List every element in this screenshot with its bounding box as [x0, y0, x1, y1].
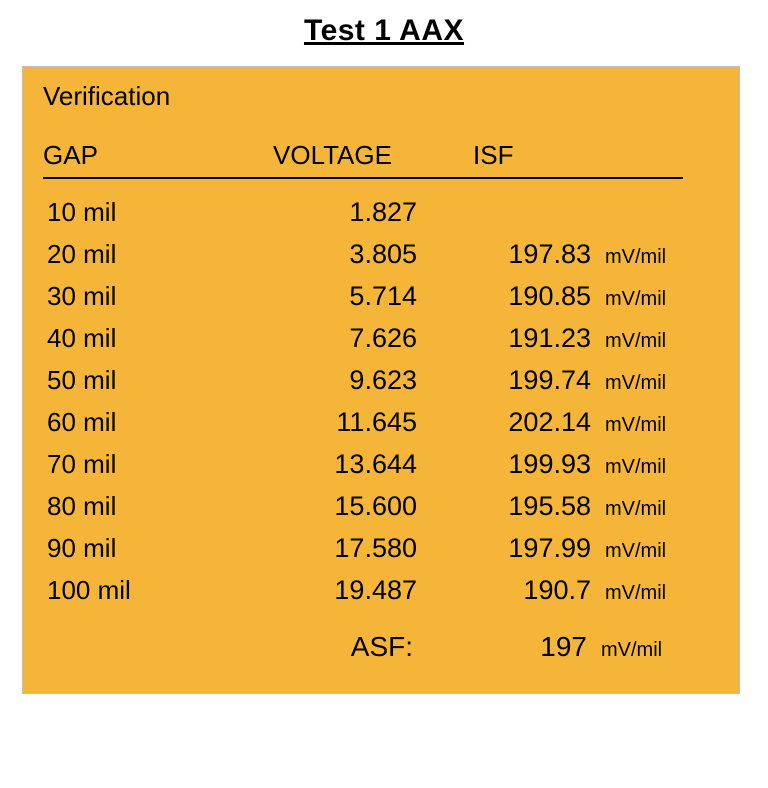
cell-gap: 30 mil — [43, 281, 247, 312]
cell-unit: mV/mil — [591, 498, 715, 521]
table-row: 20 mil3.805197.83mV/mil — [43, 239, 719, 275]
table-row: 70 mil13.644199.93mV/mil — [43, 449, 719, 485]
cell-unit: mV/mil — [591, 456, 715, 479]
cell-unit: mV/mil — [591, 246, 715, 269]
cell-voltage: 1.827 — [247, 197, 441, 228]
cell-gap: 100 mil — [43, 575, 247, 606]
page: Test 1 AAX Verification GAP VOLTAGE ISF … — [0, 0, 768, 788]
cell-isf: 202.14 — [441, 407, 591, 438]
cell-isf: 190.7 — [441, 575, 591, 606]
table-row: 50 mil9.623199.74mV/mil — [43, 365, 719, 401]
table-row: 30 mil5.714190.85mV/mil — [43, 281, 719, 317]
cell-unit: mV/mil — [591, 582, 715, 605]
panel-header: Verification — [43, 81, 719, 112]
data-rows: 10 mil1.82720 mil3.805197.83mV/mil30 mil… — [43, 197, 719, 611]
asf-value: 197 — [437, 631, 587, 663]
cell-unit: mV/mil — [591, 372, 715, 395]
table-row: 40 mil7.626191.23mV/mil — [43, 323, 719, 359]
cell-gap: 40 mil — [43, 323, 247, 354]
cell-gap: 50 mil — [43, 365, 247, 396]
table-row: 80 mil15.600195.58mV/mil — [43, 491, 719, 527]
asf-unit: mV/mil — [587, 639, 711, 662]
cell-voltage: 7.626 — [247, 323, 441, 354]
cell-unit: mV/mil — [591, 414, 715, 437]
cell-gap: 10 mil — [43, 197, 247, 228]
cell-isf: 195.58 — [441, 491, 591, 522]
table-row: 100 mil19.487190.7mV/mil — [43, 575, 719, 611]
cell-isf: 199.93 — [441, 449, 591, 480]
cell-isf: 199.74 — [441, 365, 591, 396]
cell-gap: 80 mil — [43, 491, 247, 522]
cell-gap: 60 mil — [43, 407, 247, 438]
asf-row: ASF: 197 mV/mil — [43, 631, 719, 671]
cell-voltage: 11.645 — [247, 407, 441, 438]
cell-isf: 197.83 — [441, 239, 591, 270]
cell-voltage: 5.714 — [247, 281, 441, 312]
cell-isf: 191.23 — [441, 323, 591, 354]
col-header-voltage: VOLTAGE — [273, 140, 473, 171]
cell-voltage: 9.623 — [247, 365, 441, 396]
cell-gap: 20 mil — [43, 239, 247, 270]
cell-unit: mV/mil — [591, 540, 715, 563]
cell-gap: 70 mil — [43, 449, 247, 480]
table-row: 60 mil11.645202.14mV/mil — [43, 407, 719, 443]
cell-voltage: 13.644 — [247, 449, 441, 480]
table-row: 90 mil17.580197.99mV/mil — [43, 533, 719, 569]
asf-label: ASF: — [243, 631, 437, 663]
cell-voltage: 17.580 — [247, 533, 441, 564]
cell-voltage: 3.805 — [247, 239, 441, 270]
column-headers: GAP VOLTAGE ISF — [43, 140, 719, 173]
header-rule — [43, 177, 683, 179]
cell-gap: 90 mil — [43, 533, 247, 564]
cell-unit: mV/mil — [591, 330, 715, 353]
page-title: Test 1 AAX — [0, 0, 768, 66]
cell-isf: 197.99 — [441, 533, 591, 564]
col-header-gap: GAP — [43, 140, 273, 171]
cell-voltage: 15.600 — [247, 491, 441, 522]
col-header-isf: ISF — [473, 140, 703, 171]
verification-panel: Verification GAP VOLTAGE ISF 10 mil1.827… — [22, 66, 740, 694]
cell-voltage: 19.487 — [247, 575, 441, 606]
table-row: 10 mil1.827 — [43, 197, 719, 233]
cell-isf: 190.85 — [441, 281, 591, 312]
cell-unit: mV/mil — [591, 288, 715, 311]
